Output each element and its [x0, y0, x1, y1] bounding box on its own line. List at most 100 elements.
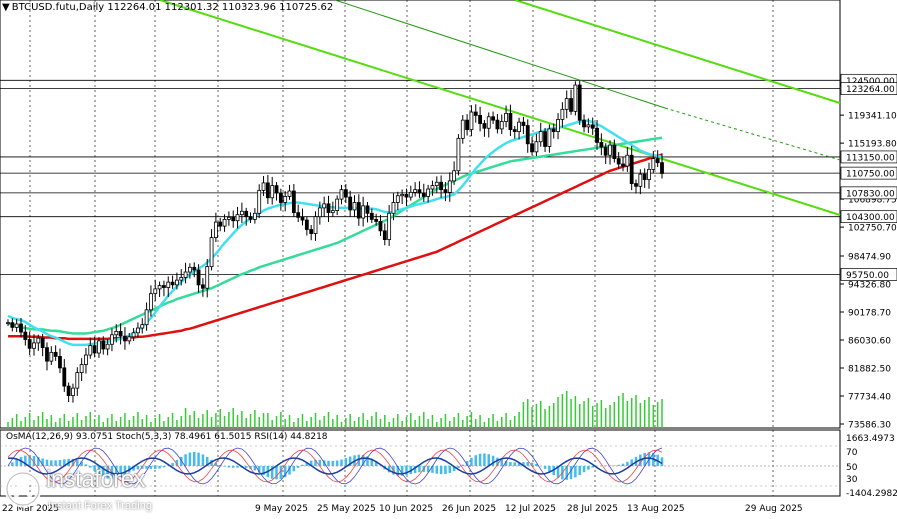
horizontal-levels	[0, 79, 840, 275]
candle-body	[621, 163, 625, 167]
candle-body	[88, 345, 93, 356]
indicator-axis-label: 30	[846, 475, 858, 485]
candle-body	[491, 116, 495, 121]
candle-body	[456, 137, 461, 172]
candle-body	[231, 216, 236, 222]
time-tick-label: 9 May 2025	[255, 504, 308, 514]
candle-body	[517, 121, 521, 133]
indicator-panel: 1663.4973 70 50 30 -1404.2982	[0, 434, 897, 499]
stoch-signal-line	[7, 449, 663, 483]
candle-body	[335, 198, 340, 211]
candle-body	[244, 210, 249, 218]
candle-body	[131, 332, 136, 338]
price-tick-label: 90178.70	[848, 308, 891, 318]
price-tick-label: 94326.80	[848, 280, 891, 290]
level-label: 107830.00	[846, 189, 895, 199]
candle-body	[651, 158, 656, 170]
candle-body	[188, 266, 192, 273]
candle-body	[634, 183, 638, 187]
candle-body	[84, 354, 88, 365]
price-tick-label: 106898.75	[848, 196, 897, 206]
candle-body	[222, 218, 227, 227]
candle-body	[140, 324, 145, 329]
candle-body	[71, 387, 75, 396]
indicator-axis-label: -1404.2982	[846, 489, 897, 499]
indicator-axis-label: 70	[846, 448, 858, 458]
price-tick-label: 119341.10	[848, 112, 897, 122]
candle-body	[283, 196, 288, 203]
candle-body	[395, 195, 400, 203]
logo-wordmark: instaforex	[46, 466, 146, 493]
time-tick-label: 12 Jul 2025	[505, 504, 556, 514]
candle-body	[19, 323, 23, 333]
candle-body	[239, 210, 244, 216]
trendline-upper	[334, 0, 666, 109]
candle-body	[356, 202, 361, 219]
ma-fast-line	[7, 119, 663, 347]
candle-body	[23, 331, 28, 340]
candle-body	[642, 173, 647, 180]
candle-body	[252, 212, 257, 220]
candle-body	[144, 309, 149, 326]
candle-body	[465, 119, 469, 130]
candle-body	[62, 367, 67, 387]
candle-body	[32, 342, 36, 349]
candle-body	[391, 202, 396, 214]
candle-body	[209, 237, 214, 268]
candle-body	[430, 185, 435, 190]
price-tick-label: 98474.90	[848, 252, 891, 262]
indicators-header: OsMA(12,26,9) 93.0751 Stoch(5,3,3) 78.49…	[6, 432, 328, 442]
dropdown-triangle-icon[interactable]: ▼	[2, 2, 10, 13]
price-tick-label: 86030.60	[848, 336, 891, 346]
candle-body	[486, 116, 491, 129]
time-axis: 22 Mar 2025 9 May 2025 25 May 2025 10 Jun 2…	[2, 504, 803, 514]
candle-body	[361, 205, 366, 219]
time-tick-label: 22 Mar 2025	[2, 504, 59, 514]
rsi-line	[7, 457, 663, 475]
stoch-main-line	[7, 447, 663, 485]
candle-body	[439, 181, 444, 191]
candle-body	[261, 182, 266, 191]
candle-body	[270, 185, 275, 199]
symbol-header: ▼ BTCUSD.futu,Daily 112264.01 112301.32 1…	[2, 2, 333, 13]
candle-body	[447, 180, 452, 193]
candle-body	[123, 335, 127, 342]
level-label: 95750.00	[846, 271, 889, 281]
candle-body	[79, 364, 84, 374]
candle-body	[157, 285, 162, 290]
candle-body	[452, 170, 457, 182]
ma-slow-line	[8, 153, 663, 341]
level-label-box	[840, 186, 897, 200]
candle-body	[413, 189, 418, 193]
candle-body	[101, 340, 106, 350]
candle-body	[118, 331, 123, 337]
candle-body	[166, 281, 171, 288]
candle-body	[175, 279, 179, 286]
candle-body	[14, 323, 19, 328]
candle-body	[201, 284, 205, 289]
candle-body	[374, 218, 379, 222]
channel-line-upper	[514, 0, 841, 104]
candle-body	[265, 182, 270, 199]
candle-body	[560, 108, 565, 120]
candle-body	[421, 192, 426, 197]
time-tick-label: 13 Aug 2025	[627, 504, 685, 514]
channel-line-lower	[159, 0, 841, 216]
candle-body	[343, 189, 348, 198]
candle-body	[278, 192, 283, 203]
candle-body	[300, 216, 305, 221]
candle-body	[573, 84, 578, 112]
candle-body	[326, 203, 331, 214]
candle-body	[460, 119, 465, 139]
level-label-box	[840, 166, 897, 180]
indicator-axis-label: 50	[846, 463, 858, 473]
candle-body	[434, 181, 439, 187]
symbol-ohlc-text: BTCUSD.futu,Daily 112264.01 112301.32 11…	[11, 2, 334, 13]
candle-body	[504, 112, 508, 122]
candle-body	[45, 347, 49, 362]
moving-averages	[7, 119, 663, 347]
level-label: 113150.00	[846, 153, 895, 163]
level-label: 124500.00	[846, 77, 895, 87]
candle-body	[660, 162, 664, 174]
